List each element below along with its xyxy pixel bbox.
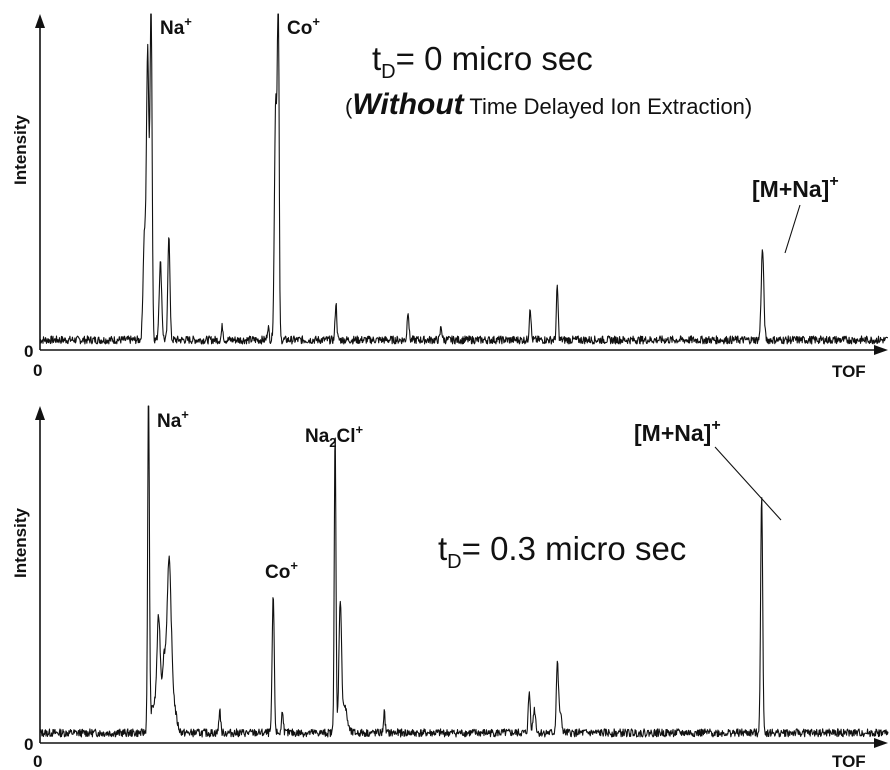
panel1-x-axis-arrow xyxy=(874,345,888,355)
panel2-annotation-co: Co+ xyxy=(265,558,298,583)
panel1-title: tD= 0 micro sec xyxy=(372,40,593,83)
panel1-subtitle-rest: Time Delayed Ion Extraction) xyxy=(464,94,753,119)
panel2-x-axis-arrow xyxy=(874,738,888,748)
panel2-title-rest: = 0.3 micro sec xyxy=(462,530,687,567)
panel2-annotation-na: Na+ xyxy=(157,407,189,432)
panel2-xlabel: TOF xyxy=(832,752,866,770)
panel1-subtitle-emph: Without xyxy=(352,88,465,121)
panel1-ylabel: Intensity xyxy=(11,115,30,185)
panel1-annotation-na: Na+ xyxy=(160,14,192,39)
panel1-xlabel: TOF xyxy=(832,362,866,381)
panel1-spectrum-trace xyxy=(39,13,889,345)
panel-top: Intensity 0 0 TOF tD= 0 micro sec (Witho… xyxy=(11,13,889,381)
panel2-m-na-leader xyxy=(714,446,782,521)
panel2-annotation-na2cl: Na2Cl+ xyxy=(305,422,364,450)
panel1-subtitle-open: ( xyxy=(345,94,353,119)
panel1-annotation-m-na: [M+Na]+ xyxy=(752,173,839,202)
panel2-title: tD= 0.3 micro sec xyxy=(438,530,686,573)
panel2-title-t: t xyxy=(438,530,447,567)
panel2-y-axis-arrow xyxy=(35,406,45,420)
panel1-subtitle: (Without Time Delayed Ion Extraction) xyxy=(345,88,752,121)
panel2-annotation-m-na: [M+Na]+ xyxy=(634,417,721,446)
panel2-ylabel: Intensity xyxy=(11,508,30,578)
panel2-y-origin: 0 xyxy=(24,735,33,754)
panel1-x-origin: 0 xyxy=(33,361,42,380)
panel1-title-t: t xyxy=(372,40,381,77)
panel1-m-na-leader xyxy=(784,204,801,254)
panel1-y-axis-arrow xyxy=(35,14,45,28)
panel1-annotation-co: Co+ xyxy=(287,14,320,39)
panel2-x-origin: 0 xyxy=(33,752,42,770)
panel2-spectrum-trace xyxy=(39,405,889,738)
panel2-title-sub: D xyxy=(447,551,461,573)
panel1-title-rest: = 0 micro sec xyxy=(396,40,593,77)
panel-bottom: Intensity 0 0 TOF tD= 0.3 micro sec Na+ … xyxy=(11,405,889,770)
panel1-y-origin: 0 xyxy=(24,342,33,361)
panel1-title-sub: D xyxy=(381,61,395,83)
